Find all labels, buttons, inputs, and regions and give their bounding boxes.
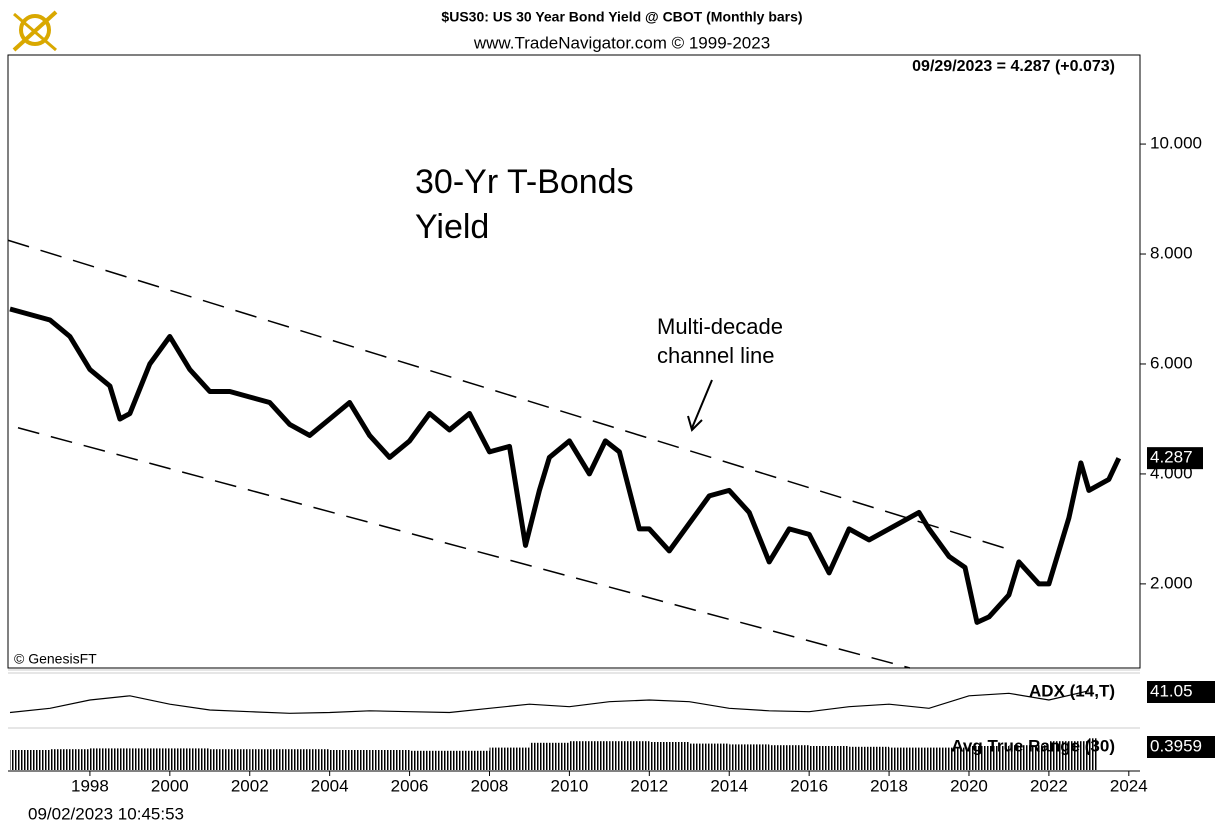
annotation: channel line <box>657 343 774 368</box>
atr-bar <box>329 750 370 770</box>
adx-line <box>9 690 1090 714</box>
indicator-value-box <box>1147 736 1215 758</box>
atr-bar <box>449 750 490 770</box>
timestamp: 09/02/2023 10:45:53 <box>28 804 184 823</box>
atr-bar <box>1008 745 1049 770</box>
atr-bar <box>968 746 1009 770</box>
x-tick-label: 2004 <box>311 776 349 795</box>
atr-bar <box>129 748 170 770</box>
y-tick-label: 10.000 <box>1150 134 1202 153</box>
x-tick-label: 2020 <box>950 776 988 795</box>
atr-bar <box>209 749 250 770</box>
atr-bar <box>489 747 530 770</box>
x-tick-label: 2002 <box>231 776 269 795</box>
atr-bar <box>529 742 570 770</box>
plot-frame <box>7 54 1141 669</box>
atr-bar <box>289 749 330 770</box>
annotation: Multi-decade <box>657 314 783 339</box>
last-quote: 09/29/2023 = 4.287 (+0.073) <box>912 58 1115 75</box>
atr-bar <box>169 748 210 770</box>
y-tick-label: 6.000 <box>1150 353 1193 372</box>
atr-bar <box>49 749 90 770</box>
chart-subtitle: www.TradeNavigator.com © 1999-2023 <box>473 33 770 52</box>
indicator-name: Avg True Range (30) <box>951 736 1115 755</box>
atr-bar <box>609 741 650 770</box>
indicator-value: 41.05 <box>1150 681 1193 700</box>
x-tick-label: 2006 <box>391 776 429 795</box>
last-price-label: 4.287 <box>1150 448 1193 467</box>
annotation-arrow <box>687 379 713 432</box>
channel-line <box>17 427 911 669</box>
x-tick-label: 2008 <box>471 776 509 795</box>
atr-bar <box>809 746 850 770</box>
atr-bar <box>569 741 610 770</box>
x-tick-label: 2022 <box>1030 776 1068 795</box>
atr-bar <box>689 743 730 770</box>
atr-bar <box>9 750 50 770</box>
atr-bar <box>929 747 969 770</box>
atr-bar <box>729 744 770 770</box>
atr-bar <box>1048 741 1089 770</box>
atr-bar <box>409 750 450 770</box>
atr-bar <box>89 748 130 770</box>
last-price-box <box>1147 447 1203 470</box>
annotation: 30-Yr T-Bonds <box>415 163 634 201</box>
channel-line <box>7 239 1006 549</box>
atr-bar <box>769 745 810 770</box>
atr-bar <box>889 747 930 770</box>
x-tick-label: 1998 <box>71 776 109 795</box>
indicator-name: ADX (14,T) <box>1029 681 1115 700</box>
copyright: © GenesisFT <box>14 651 97 667</box>
indicator-value-box <box>1147 681 1215 703</box>
logo <box>12 10 58 52</box>
atr-bar <box>849 746 890 770</box>
x-tick-label: 2018 <box>870 776 908 795</box>
x-tick-label: 2016 <box>790 776 828 795</box>
chart-title: $US30: US 30 Year Bond Yield @ CBOT (Mon… <box>441 9 802 25</box>
y-tick-label: 2.000 <box>1150 573 1193 592</box>
price-line <box>9 306 1122 625</box>
annotation: Yield <box>415 208 489 246</box>
x-tick-label: 2024 <box>1110 776 1148 795</box>
x-tick-label: 2000 <box>151 776 189 795</box>
x-tick-label: 2012 <box>630 776 668 795</box>
atr-bar <box>649 742 690 770</box>
y-tick-label: 8.000 <box>1150 244 1193 263</box>
x-tick-label: 2010 <box>550 776 588 795</box>
indicator-value: 0.3959 <box>1150 736 1202 755</box>
atr-bar <box>369 750 410 770</box>
x-tick-label: 2014 <box>710 776 748 795</box>
atr-bar <box>1088 738 1097 770</box>
atr-bar <box>249 749 290 770</box>
